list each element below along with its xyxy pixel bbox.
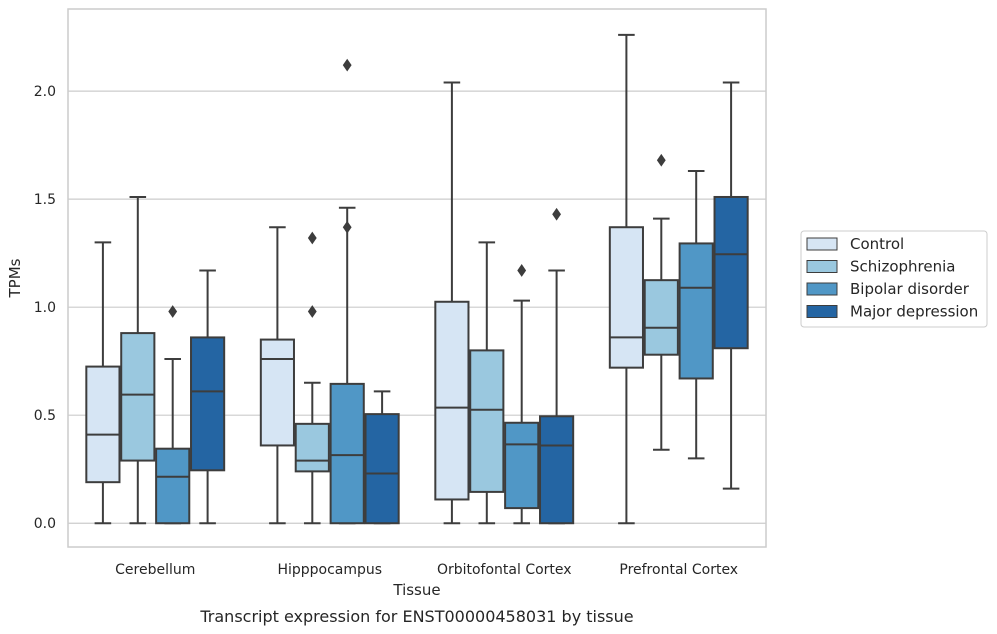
box-body — [643, 279, 679, 356]
y-tick-label: 2.0 — [34, 84, 56, 100]
box-control — [608, 33, 644, 525]
box-major-depression — [713, 81, 749, 490]
x-tick-labels: Cerebellum Hipppocampus Orbitofontal Corte… — [115, 562, 738, 578]
chart-caption: Transcript expression for ENST0000045803… — [199, 607, 633, 626]
box-body — [155, 447, 191, 525]
box-control — [259, 226, 295, 525]
outlier-point — [342, 58, 352, 72]
legend-label: Bipolar disorder — [850, 280, 970, 298]
box-body — [504, 421, 540, 510]
box-body — [608, 226, 644, 369]
box-bipolar-disorder — [504, 264, 540, 525]
box-body — [329, 382, 365, 525]
legend-frame — [800, 230, 988, 328]
box-body — [713, 195, 749, 350]
y-tick-label: 0.0 — [34, 516, 56, 532]
box-major-depression — [539, 207, 575, 525]
box-major-depression — [190, 269, 226, 525]
x-tick-label: Cerebellum — [115, 562, 195, 578]
box-schizophrenia — [120, 195, 156, 525]
box-body — [539, 415, 575, 525]
legend-label: Schizophrenia — [850, 258, 955, 276]
outlier-point — [307, 305, 317, 318]
outlier-point — [552, 207, 562, 221]
box-body — [120, 332, 156, 462]
box-body — [294, 422, 330, 473]
box-body — [259, 338, 295, 447]
outlier-point — [168, 305, 178, 318]
box-body — [190, 336, 226, 472]
legend-swatch — [806, 305, 838, 318]
outlier-point — [342, 220, 352, 234]
box-body — [434, 300, 470, 501]
legend-swatch — [806, 237, 838, 251]
box-body — [678, 242, 714, 380]
legend-items: Control Schizophrenia Bipolar disorder Majo… — [806, 235, 978, 321]
box-schizophrenia — [469, 241, 505, 525]
box-bipolar-disorder — [329, 58, 365, 525]
box-body — [85, 365, 121, 484]
outlier-point — [656, 153, 666, 167]
box-schizophrenia — [643, 153, 679, 451]
box-schizophrenia — [294, 231, 330, 525]
x-tick-label: Hipppocampus — [277, 562, 382, 578]
y-axis-label: TPMs — [6, 258, 24, 298]
gridlines — [68, 90, 766, 524]
box-bipolar-disorder — [155, 305, 191, 525]
y-tick-label: 1.5 — [34, 192, 56, 208]
legend: Control Schizophrenia Bipolar disorder Majo… — [800, 230, 988, 328]
outlier-point — [517, 264, 527, 277]
y-tick-labels: 0.0 0.5 1.0 1.5 2.0 — [34, 84, 56, 532]
x-tick-label: Orbitofontal Cortex — [437, 562, 572, 578]
box-control — [434, 81, 470, 525]
box-groups — [85, 33, 749, 525]
box-control — [85, 241, 121, 525]
legend-label: Major depression — [850, 303, 978, 321]
outlier-point — [307, 231, 317, 245]
box-bipolar-disorder — [678, 170, 714, 460]
y-tick-label: 0.5 — [34, 408, 56, 424]
x-axis-label: Tissue — [392, 581, 440, 599]
box-major-depression — [364, 390, 400, 525]
plot-frame — [67, 8, 767, 548]
box-body — [364, 413, 400, 525]
box-body — [469, 349, 505, 493]
y-tick-label: 1.0 — [34, 300, 56, 316]
legend-swatch — [806, 260, 838, 273]
legend-label: Control — [850, 235, 904, 253]
legend-swatch — [806, 282, 838, 296]
x-tick-label: Prefrontal Cortex — [619, 562, 738, 578]
